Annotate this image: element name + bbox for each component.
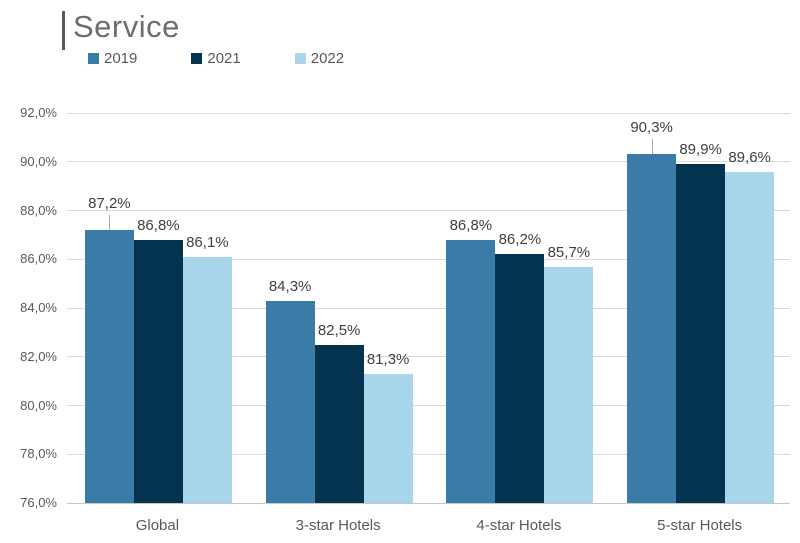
bar-2019-3 bbox=[627, 154, 677, 503]
y-gridline bbox=[67, 356, 790, 358]
data-label: 87,2% bbox=[88, 195, 131, 212]
legend-label-2022: 2022 bbox=[310, 50, 345, 67]
x-axis-line bbox=[67, 502, 790, 504]
y-axis-tick-label: 84,0% bbox=[20, 300, 57, 315]
y-axis-tick-label: 76,0% bbox=[20, 495, 57, 510]
legend-label-2021: 2021 bbox=[207, 50, 241, 67]
bar-2022-3 bbox=[725, 171, 775, 503]
data-label: 86,8% bbox=[137, 216, 180, 234]
bar-2021-3 bbox=[676, 164, 726, 503]
data-label: 90,3% bbox=[630, 119, 673, 137]
y-gridline bbox=[67, 307, 790, 309]
x-axis-category-label: 5-star Hotels bbox=[657, 517, 743, 534]
legend-item-2019: 2019 bbox=[88, 50, 137, 67]
y-axis-tick-label: 88,0% bbox=[20, 202, 57, 218]
data-label: 82,5% bbox=[317, 321, 361, 339]
data-label: 85,7% bbox=[547, 243, 591, 261]
y-gridline bbox=[67, 405, 790, 406]
bar-2019-2 bbox=[446, 239, 496, 503]
y-gridline bbox=[67, 161, 790, 163]
bar-2021-2 bbox=[495, 254, 545, 503]
y-axis-tick-label: 90,0% bbox=[20, 153, 57, 169]
y-gridline bbox=[67, 210, 790, 211]
legend-swatch-2022 bbox=[294, 53, 306, 64]
bar-2021-1 bbox=[314, 344, 364, 503]
legend-swatch-2021 bbox=[191, 53, 203, 64]
data-label: 89,9% bbox=[679, 141, 722, 159]
bar-2019-1 bbox=[265, 300, 315, 503]
y-axis-tick-label: 82,0% bbox=[20, 348, 57, 364]
bar-2022-0 bbox=[182, 256, 232, 503]
chart-legend: 2019 2021 2022 bbox=[88, 50, 398, 67]
legend-label-2019: 2019 bbox=[104, 50, 138, 67]
bar-2019-0 bbox=[84, 230, 134, 503]
y-axis-tick-label: 80,0% bbox=[20, 397, 57, 413]
data-label: 86,8% bbox=[449, 216, 493, 234]
x-axis-category-label: 4-star Hotels bbox=[476, 517, 562, 534]
y-gridline bbox=[67, 112, 790, 114]
legend-item-2021: 2021 bbox=[191, 50, 241, 67]
x-axis-category-label: Global bbox=[135, 517, 180, 534]
title-rule bbox=[62, 11, 65, 50]
x-axis-category-label: 3-star Hotels bbox=[295, 517, 381, 534]
legend-item-2022: 2022 bbox=[294, 50, 345, 67]
chart-title: Service bbox=[73, 9, 180, 44]
y-axis-tick-label: 86,0% bbox=[20, 251, 57, 267]
data-label: 84,3% bbox=[268, 277, 312, 295]
data-label-leader-line bbox=[651, 139, 653, 155]
y-axis-tick-label: 78,0% bbox=[20, 446, 57, 462]
bar-2022-2 bbox=[544, 266, 594, 503]
data-label: 86,2% bbox=[498, 231, 542, 249]
legend-swatch-2019 bbox=[88, 53, 99, 64]
bar-2021-0 bbox=[133, 239, 183, 503]
data-label: 81,3% bbox=[366, 350, 410, 368]
bar-2022-1 bbox=[363, 373, 413, 503]
y-gridline bbox=[67, 453, 790, 455]
y-axis-tick-label: 92,0% bbox=[20, 105, 57, 120]
y-gridline bbox=[67, 258, 790, 260]
data-label-leader-line bbox=[109, 215, 111, 230]
data-label: 89,6% bbox=[728, 148, 771, 166]
data-label: 86,1% bbox=[186, 233, 229, 251]
chart-title-block: Service bbox=[62, 8, 180, 50]
